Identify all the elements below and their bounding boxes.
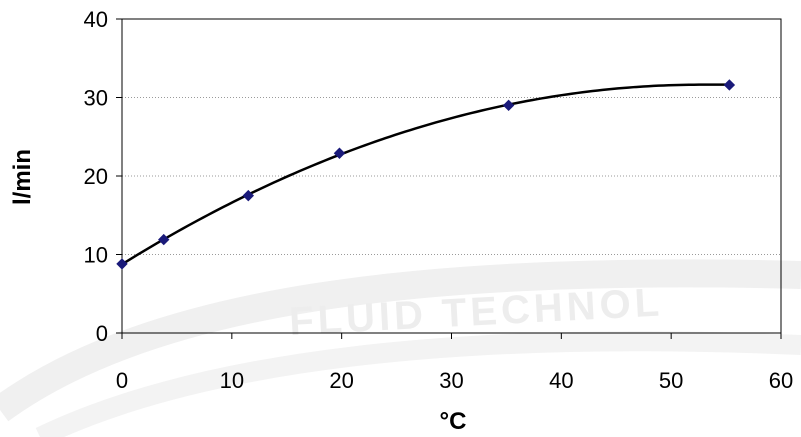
y-tick-label-0: 0 [96, 321, 108, 346]
gridlines [122, 18, 781, 255]
plot-area-border [121, 18, 782, 334]
data-point-3 [242, 189, 255, 202]
tick-labels: 0 10 20 30 40 0 10 20 30 40 50 60 [84, 7, 794, 393]
x-tick-label-10: 10 [220, 368, 244, 393]
x-tick-label-20: 20 [329, 368, 353, 393]
x-tick-label-30: 30 [439, 368, 463, 393]
x-tick-label-0: 0 [116, 368, 128, 393]
x-axis-title: °C [440, 408, 467, 435]
y-tick-label-10: 10 [84, 243, 108, 268]
data-point-2 [158, 233, 170, 246]
y-tick-label-20: 20 [84, 164, 108, 189]
y-tick-label-30: 30 [84, 86, 108, 111]
x-tick-label-50: 50 [659, 368, 683, 393]
trend-curve-layer [121, 83, 730, 266]
trend-curve [121, 83, 730, 266]
watermark-swoosh-lower [35, 331, 801, 437]
data-point-1 [116, 258, 128, 270]
data-point-6 [723, 79, 736, 91]
y-axis-title: l/min [9, 149, 36, 205]
watermark-logo: FLUID TECHNOL [0, 259, 801, 437]
data-point-4 [333, 147, 346, 159]
y-tick-label-40: 40 [84, 7, 108, 32]
x-tick-label-60: 60 [769, 368, 793, 393]
axes [116, 18, 782, 339]
watermark-swoosh-upper [0, 259, 801, 422]
data-point-5 [502, 99, 515, 112]
data-points [116, 79, 736, 270]
x-tick-label-40: 40 [549, 368, 573, 393]
